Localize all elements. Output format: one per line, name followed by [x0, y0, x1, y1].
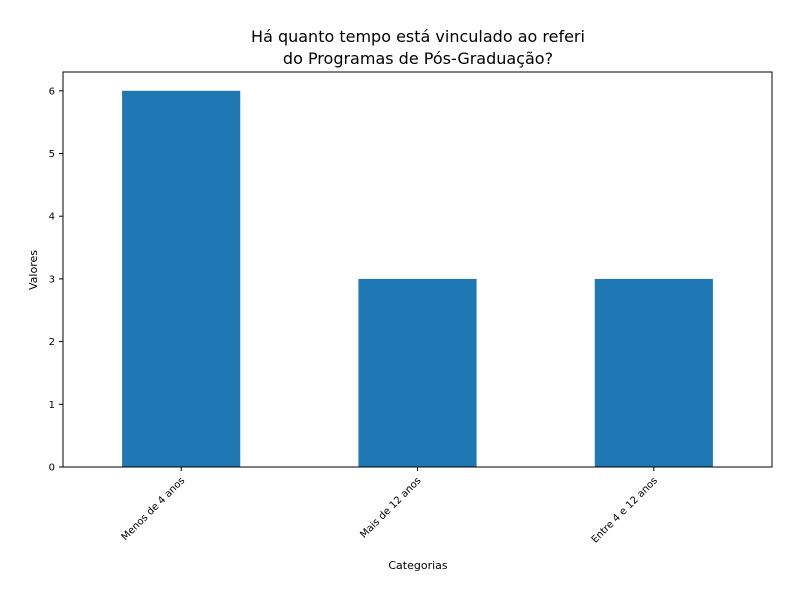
- y-tick-label-3: 3: [49, 274, 55, 285]
- y-tick-label-0: 0: [49, 463, 55, 474]
- y-tick-label-2: 2: [49, 337, 55, 348]
- chart-title-line-2: do Programas de Pós-Graduação?: [283, 49, 553, 68]
- y-tick-label-6: 6: [49, 86, 55, 97]
- bar-2: [594, 278, 713, 467]
- plot-area: 0 1 2 3 4 5 6 Menos de 4 anos Mais de 12 anos Ent…: [49, 71, 773, 546]
- bar-1: [358, 278, 477, 467]
- y-tick-label-4: 4: [49, 212, 55, 223]
- y-axis-label: Valores: [27, 250, 40, 290]
- x-tick-label-1: Mais de 12 anos: [358, 475, 423, 540]
- bar-0: [122, 90, 241, 468]
- chart-title-line-1: Há quanto tempo está vinculado ao referi: [251, 27, 585, 46]
- x-axis-label: Categorias: [388, 559, 448, 572]
- y-tick-label-1: 1: [49, 400, 55, 411]
- y-tick-label-5: 5: [49, 149, 55, 160]
- x-tick-label-0: Menos de 4 anos: [120, 475, 188, 543]
- x-tick-label-2: Entre 4 e 12 anos: [590, 475, 660, 545]
